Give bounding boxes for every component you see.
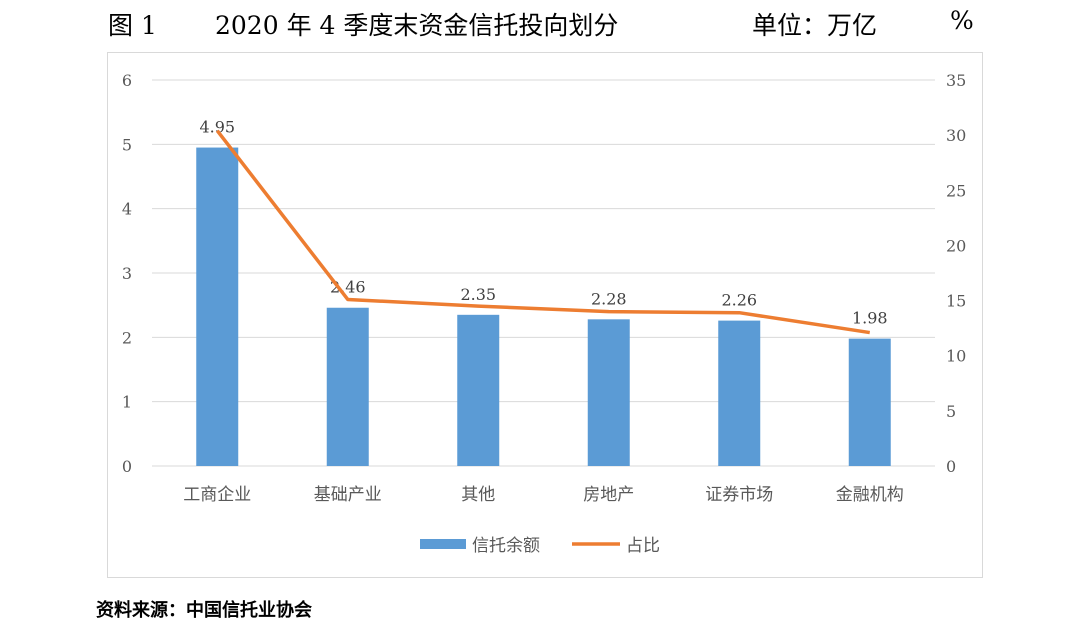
bar-data-label: 1.98	[852, 309, 888, 328]
legend-label: 占比	[626, 536, 660, 556]
y-right-tick-label: 5	[946, 402, 956, 421]
bar-data-label: 2.35	[460, 285, 496, 304]
bar	[457, 314, 500, 466]
unit-label: 单位：万亿	[752, 11, 878, 40]
y-left-tick-label: 0	[122, 457, 132, 476]
y-right-tick-label: 25	[946, 181, 966, 200]
bar	[718, 320, 761, 466]
y-left-tick-label: 5	[122, 135, 132, 154]
legend-swatch-bar	[420, 539, 466, 549]
chart-frame	[107, 52, 983, 578]
bar	[196, 147, 239, 467]
y-left-tick-label: 2	[122, 328, 132, 347]
y-left-tick-label: 4	[122, 200, 132, 219]
source-note: 资料来源：中国信托业协会	[96, 600, 312, 621]
y-right-tick-label: 0	[946, 457, 956, 476]
x-tick-label: 工商企业	[183, 485, 251, 505]
y-left-tick-label: 6	[122, 71, 132, 90]
y-right-tick-label: 35	[946, 71, 966, 90]
y-right-tick-label: 30	[946, 126, 966, 145]
percent-label: %	[950, 6, 974, 35]
bar-data-label: 4.95	[199, 118, 235, 137]
x-tick-label: 房地产	[583, 485, 634, 505]
y-left-tick-label: 3	[122, 264, 132, 283]
title-text: 2020 年 4 季度末资金信托投向划分	[215, 11, 619, 40]
x-tick-label: 其他	[461, 485, 495, 505]
bar	[848, 338, 891, 466]
y-right-tick-label: 10	[946, 347, 966, 366]
bar	[587, 319, 630, 466]
x-tick-label: 金融机构	[836, 485, 904, 505]
y-left-tick-label: 1	[122, 393, 132, 412]
bar-data-label: 2.26	[721, 291, 757, 310]
x-tick-label: 基础产业	[314, 485, 382, 505]
bar	[326, 307, 369, 466]
y-right-tick-label: 15	[946, 292, 966, 311]
x-tick-label: 证券市场	[705, 485, 773, 505]
legend-label: 信托余额	[472, 536, 540, 556]
figure-number: 图 1	[108, 11, 157, 40]
bar-data-label: 2.28	[591, 289, 627, 308]
bar-data-label: 2.46	[330, 278, 366, 297]
y-right-tick-label: 20	[946, 236, 966, 255]
line-series-占比	[215, 129, 871, 335]
